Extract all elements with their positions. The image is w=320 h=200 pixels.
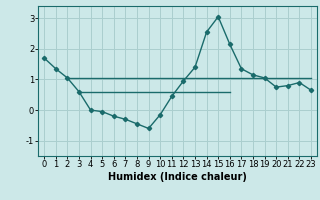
X-axis label: Humidex (Indice chaleur): Humidex (Indice chaleur) <box>108 172 247 182</box>
